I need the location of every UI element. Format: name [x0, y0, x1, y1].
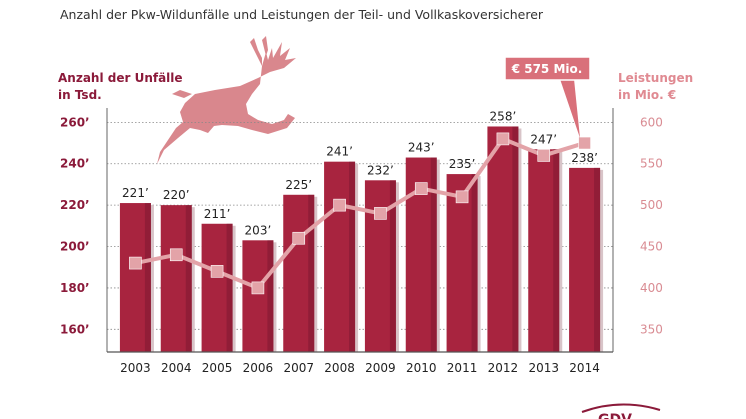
- right-tick-label: 450: [640, 240, 663, 254]
- line-marker: [251, 281, 265, 295]
- bar-edge: [267, 240, 274, 352]
- left-axis-title-line1: Anzahl der Unfälle: [58, 71, 183, 85]
- line-marker: [455, 190, 469, 204]
- line-marker: [129, 256, 142, 270]
- bar-data-labels: 221’ 220’ 211’ 203’ 225’ 241’ 232’ 243’ 235’ 258’…: [122, 109, 598, 237]
- bar-data-label: 258’: [490, 109, 517, 123]
- line-marker: [169, 248, 183, 262]
- right-axis: 350 400 450 500 550 600: [612, 108, 663, 352]
- bar-edge: [185, 205, 192, 352]
- bar-data-label: 247’: [530, 132, 557, 146]
- x-tick-label: 2010: [406, 361, 437, 375]
- bar-edge: [389, 180, 396, 352]
- line-marker: [496, 132, 510, 146]
- bar-data-label: 241’: [326, 145, 353, 159]
- bar-data-label: 243’: [408, 141, 435, 155]
- x-tick-label: 2009: [365, 361, 396, 375]
- left-tick-label: 160’: [60, 322, 90, 336]
- line-marker: [333, 198, 346, 212]
- bar-edge: [471, 174, 478, 352]
- bar-data-label: 232’: [367, 163, 394, 177]
- line-marker: [537, 149, 551, 162]
- bar-edge: [594, 167, 601, 352]
- x-tick-label: 2013: [528, 361, 559, 375]
- leaping-deer-icon: [157, 36, 296, 164]
- x-tick-label: 2008: [324, 361, 355, 375]
- bar-edge: [512, 126, 519, 352]
- bar-data-label: 211’: [204, 207, 231, 221]
- left-tick-label: 260’: [60, 115, 90, 129]
- bar-edge: [349, 161, 356, 352]
- x-tick-label: 2006: [243, 361, 274, 375]
- x-tick-label: 2011: [447, 361, 478, 375]
- right-tick-label: 400: [640, 281, 663, 295]
- x-tick-label: 2007: [283, 361, 314, 375]
- right-axis-title-line2: in Mio. €: [618, 88, 676, 102]
- bar-series: [119, 126, 604, 352]
- bar-edge: [308, 194, 315, 352]
- gdv-logo: GDV: [581, 403, 661, 419]
- right-axis-title-line1: Leistungen: [618, 71, 693, 85]
- x-tick-label: 2003: [120, 361, 151, 375]
- line-marker: [374, 207, 387, 220]
- line-marker: [414, 182, 428, 195]
- line-marker: [210, 265, 224, 278]
- bar-data-label: 220’: [163, 188, 190, 202]
- gdv-logo-text: GDV: [598, 412, 632, 419]
- bar-edge: [144, 203, 151, 352]
- bar-edge: [553, 149, 560, 352]
- right-tick-label: 550: [640, 157, 663, 171]
- right-axis-title: Leistungen in Mio. €: [618, 71, 693, 102]
- right-tick-label: 350: [640, 322, 663, 336]
- bar-edge: [430, 157, 437, 352]
- line-series: [129, 132, 591, 295]
- left-axis-title: Anzahl der Unfälle in Tsd.: [58, 71, 183, 102]
- callout-label: € 575 Mio.: [511, 62, 583, 76]
- left-axis: 160’ 180’ 200’ 220’ 240’ 260’: [60, 108, 108, 352]
- callout-pointer: [560, 79, 580, 138]
- line-path: [135, 136, 586, 290]
- x-axis: 2003 2004 2005 2006 2007 2008 2009 2010 2011 2012…: [107, 351, 613, 375]
- bar-edge: [226, 223, 233, 352]
- left-tick-label: 240’: [60, 157, 90, 171]
- left-tick-label: 180’: [60, 281, 90, 295]
- x-tick-label: 2004: [161, 361, 192, 375]
- bar-data-label: 225’: [285, 178, 312, 192]
- line-marker: [578, 136, 591, 150]
- chart-title: Anzahl der Pkw-Wildunfälle und Leistunge…: [60, 7, 544, 22]
- bar-data-label: 238’: [571, 151, 598, 165]
- bar-data-label: 235’: [449, 157, 476, 171]
- bar-data-label: 221’: [122, 186, 149, 200]
- x-tick-label: 2012: [488, 361, 519, 375]
- x-tick-label: 2014: [569, 361, 600, 375]
- right-tick-label: 600: [640, 115, 663, 129]
- right-tick-label: 500: [640, 198, 663, 212]
- callout: € 575 Mio.: [504, 56, 591, 138]
- left-axis-title-line2: in Tsd.: [58, 88, 102, 102]
- line-marker: [292, 231, 306, 245]
- left-tick-label: 200’: [60, 240, 90, 254]
- bar-data-label: 203’: [245, 223, 272, 237]
- callout-box: [504, 56, 591, 81]
- x-tick-label: 2005: [202, 361, 233, 375]
- left-tick-label: 220’: [60, 198, 90, 212]
